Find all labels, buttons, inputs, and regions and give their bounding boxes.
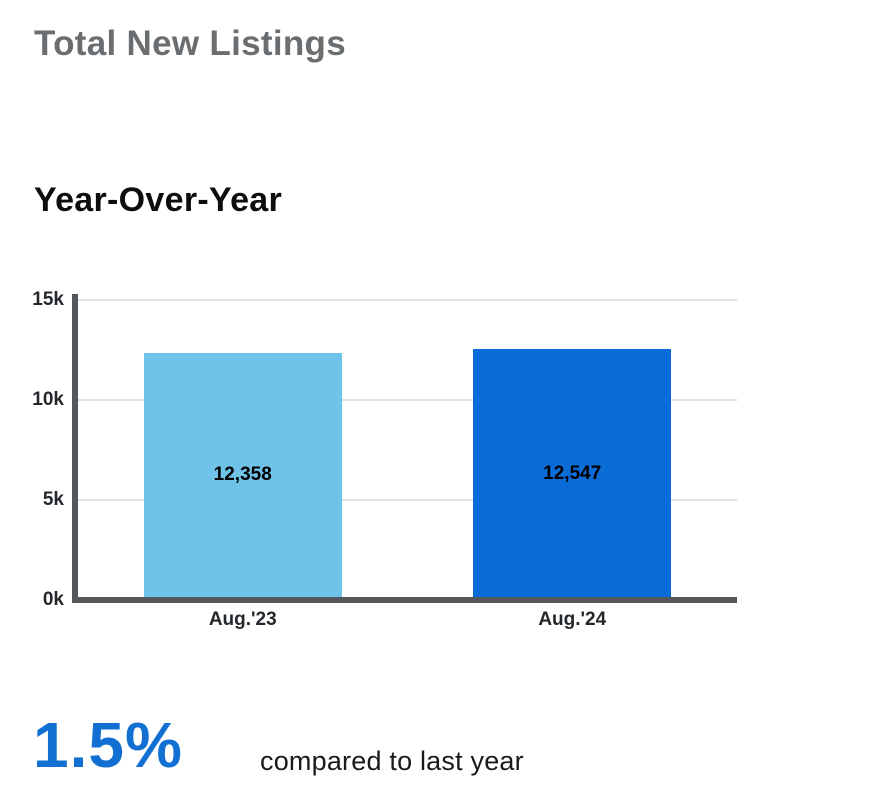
percent-change-value: 1.5% [33, 709, 183, 781]
y-axis-tick-label: 15k [32, 289, 64, 310]
y-axis-tick-label: 0k [42, 589, 64, 610]
chart-bar[interactable]: 12,547 [473, 349, 672, 600]
chart-bar[interactable]: 12,358 [143, 352, 342, 600]
x-axis-tick-label: Aug.'24 [538, 609, 607, 630]
bar-value-label: 12,547 [543, 462, 602, 484]
chart-title: Year-Over-Year [34, 181, 283, 219]
x-axis-line [72, 597, 737, 603]
y-axis-labels: 0k 5k 10k 15k [0, 289, 64, 610]
x-axis-labels: Aug.'23 Aug.'24 [78, 609, 737, 637]
comparison-label: compared to last year [260, 746, 524, 776]
gridline [78, 499, 737, 501]
y-axis-line [72, 294, 78, 603]
bar-value-label: 12,358 [213, 464, 272, 486]
gridline [78, 399, 737, 401]
x-axis-tick-label: Aug.'23 [208, 609, 277, 630]
gridline [78, 299, 737, 301]
y-axis-tick-label: 5k [42, 489, 64, 510]
y-axis-tick-label: 10k [32, 389, 64, 410]
widget-title: Total New Listings [34, 24, 346, 63]
plot-area: 12,358 12,547 [78, 299, 737, 600]
